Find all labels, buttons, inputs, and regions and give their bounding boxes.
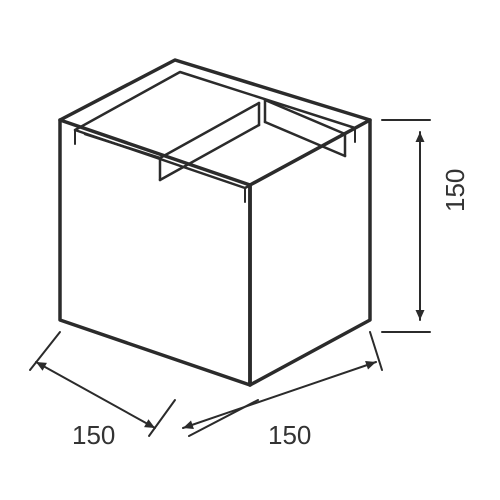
dimension-label-depth: 150 [72, 420, 115, 451]
dimension-label-width: 150 [268, 420, 311, 451]
diagram-canvas: 150 150 150 [0, 0, 500, 500]
dimension-label-height: 150 [440, 169, 471, 212]
